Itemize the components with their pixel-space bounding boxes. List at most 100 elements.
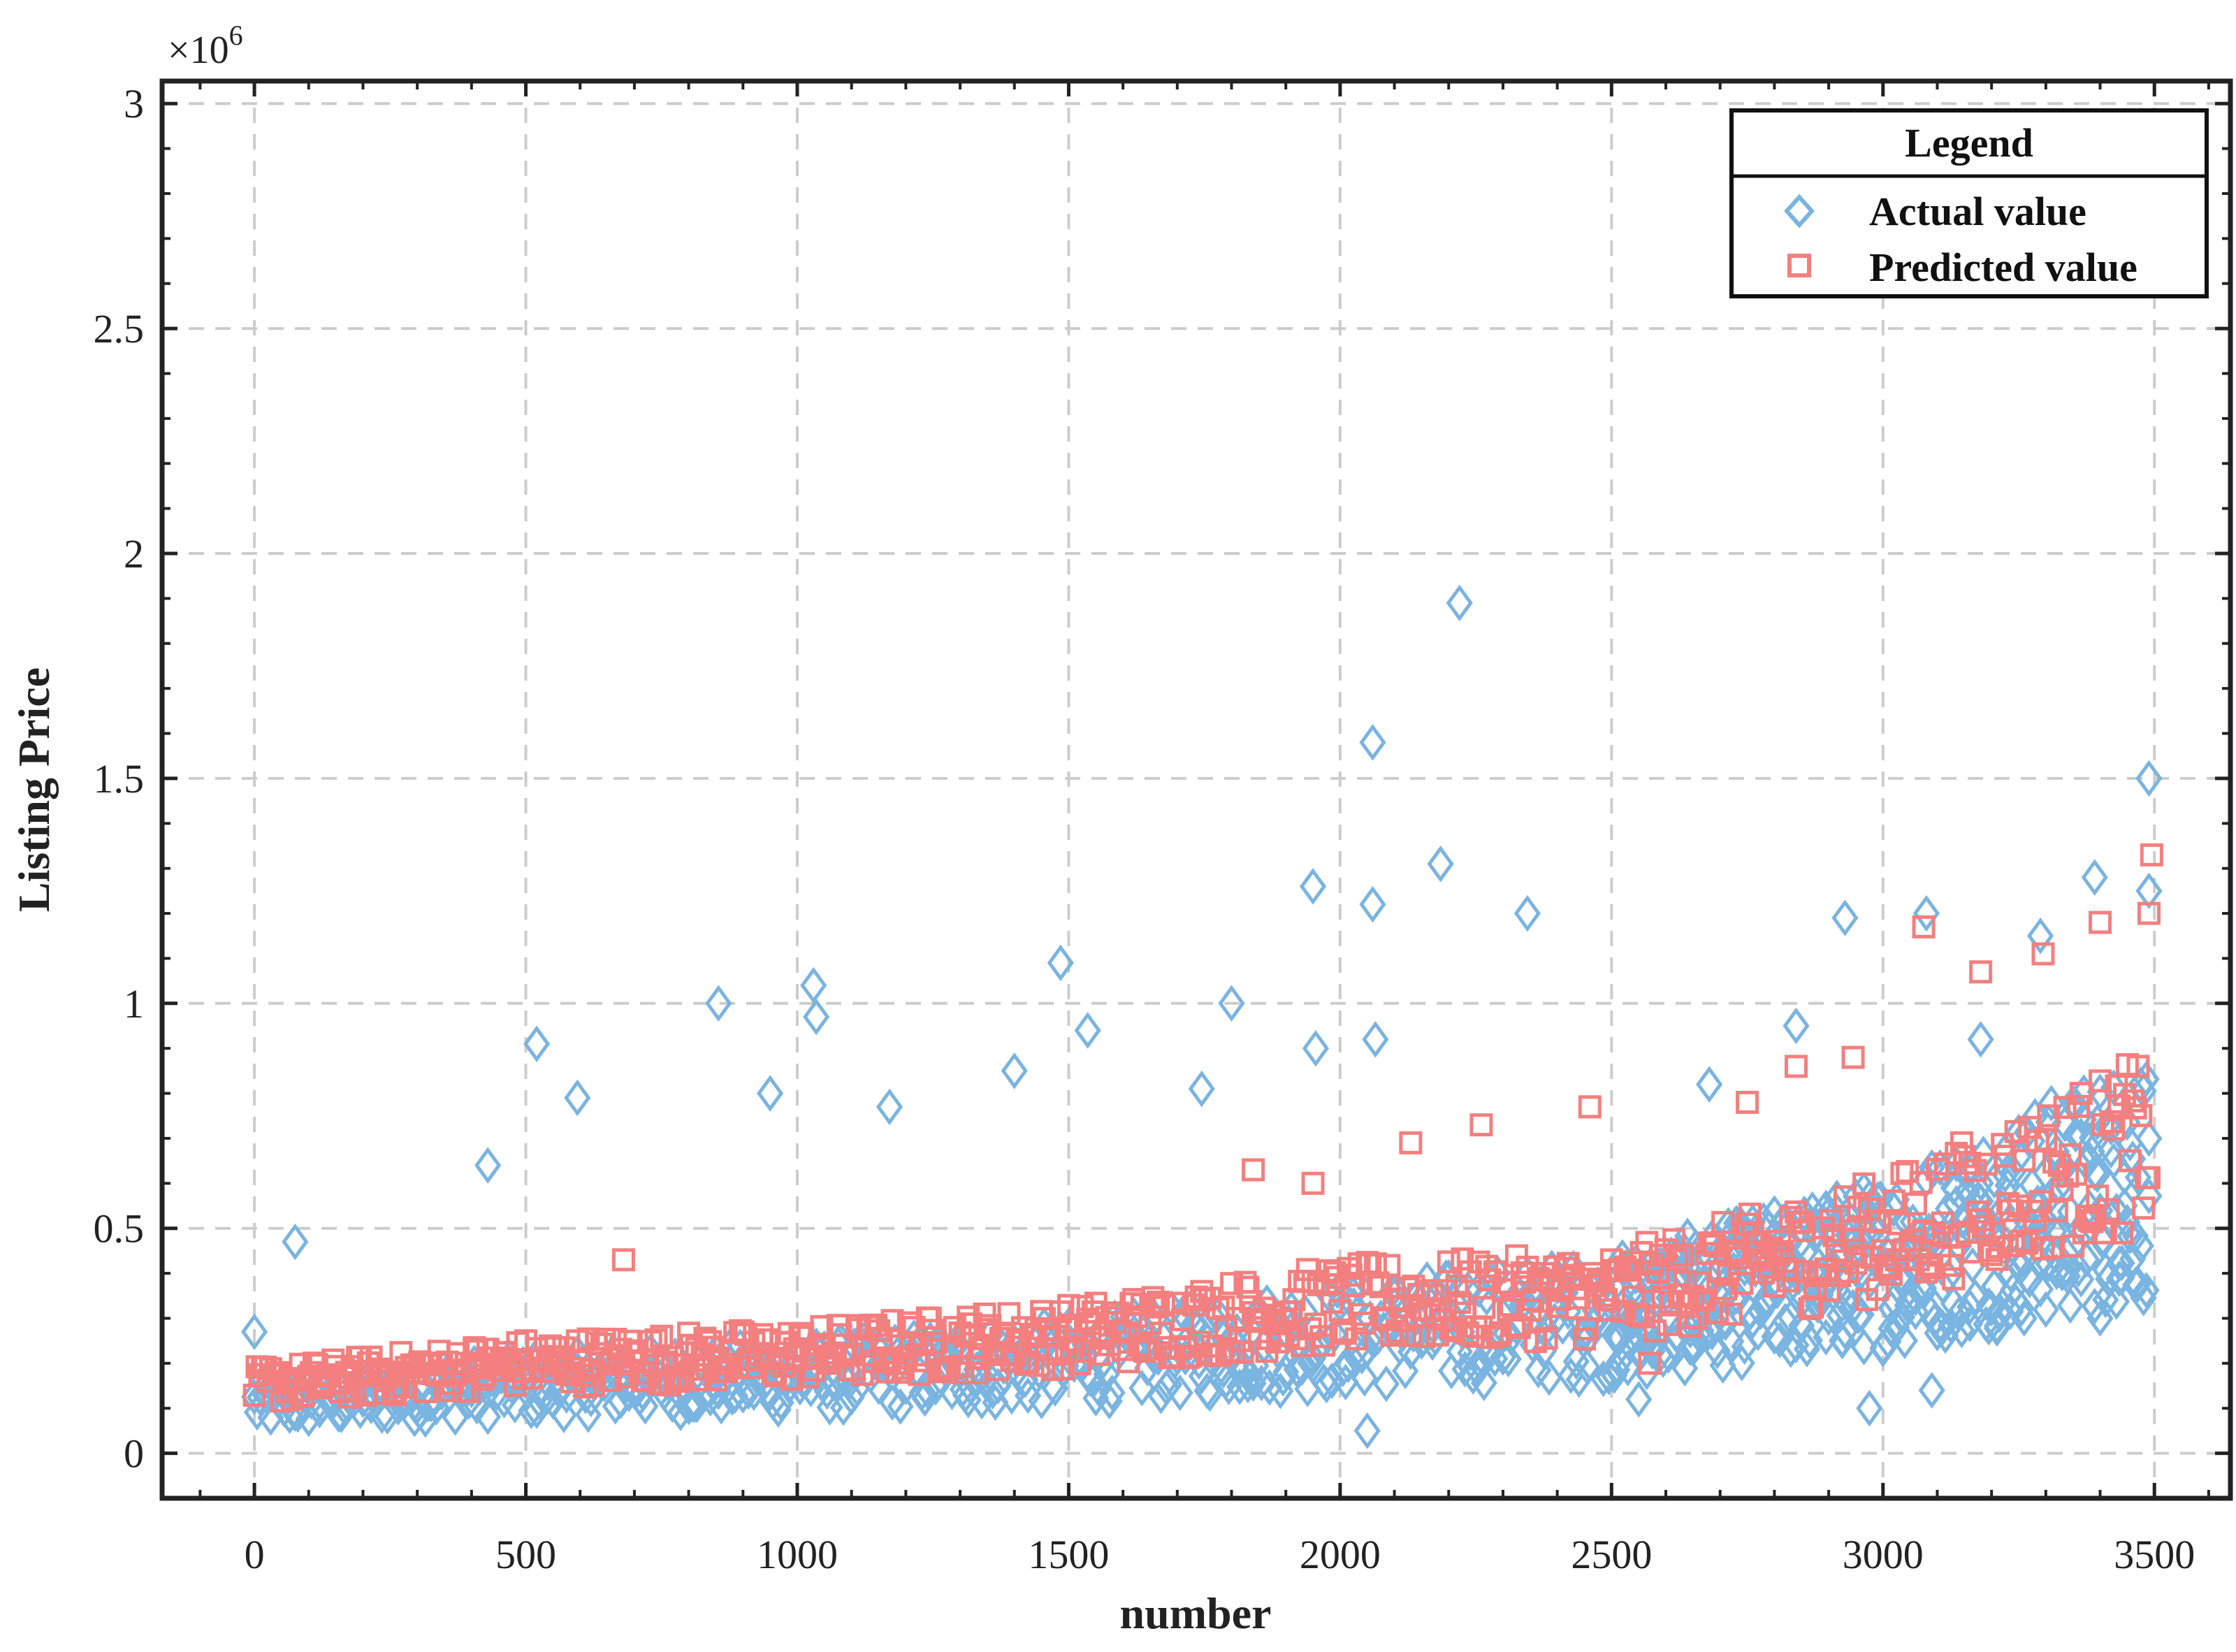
actual-value-point bbox=[2117, 1217, 2144, 1255]
predicted-value-point bbox=[1412, 1325, 1436, 1349]
predicted-value-point bbox=[1942, 1267, 1966, 1291]
actual-value-point bbox=[1427, 845, 1454, 883]
predicted-value-point bbox=[1706, 1300, 1729, 1324]
actual-value-point bbox=[501, 1386, 529, 1423]
predicted-value-point bbox=[1578, 1095, 1602, 1119]
actual-value-point bbox=[1696, 1066, 1723, 1103]
predicted-value-point bbox=[1057, 1294, 1080, 1317]
actual-value-point bbox=[2032, 1291, 2059, 1328]
predicted-value-point bbox=[1643, 1319, 1667, 1343]
predicted-value-point bbox=[2007, 1194, 2031, 1218]
actual-value-point bbox=[705, 985, 732, 1022]
predicted-value-point bbox=[1969, 1208, 1993, 1232]
actual-value-point bbox=[1771, 1303, 1799, 1340]
actual-value-point bbox=[1783, 1007, 1810, 1045]
predicted-value-point bbox=[1841, 1045, 1865, 1069]
predicted-value-point bbox=[1279, 1300, 1303, 1324]
actual-value-point bbox=[1829, 1322, 1856, 1360]
predicted-value-point bbox=[2096, 1198, 2120, 1222]
predicted-value-point bbox=[1782, 1259, 1806, 1282]
x-tick-label: 500 bbox=[495, 1532, 556, 1577]
actual-value-point bbox=[1470, 1364, 1497, 1402]
predicted-value-point bbox=[1534, 1326, 1558, 1350]
predicted-value-point bbox=[2137, 1166, 2161, 1189]
predicted-value-point bbox=[2012, 1148, 2036, 1172]
predicted-value-point bbox=[864, 1313, 888, 1337]
actual-value-point bbox=[694, 1370, 721, 1408]
predicted-value-point bbox=[1736, 1090, 1759, 1114]
actual-value-point bbox=[1712, 1304, 1739, 1342]
predicted-value-point bbox=[924, 1331, 948, 1354]
actual-value-point bbox=[734, 1373, 762, 1410]
actual-value-point bbox=[523, 1025, 551, 1063]
predicted-value-point bbox=[921, 1319, 945, 1342]
predicted-value-point bbox=[1988, 1236, 2012, 1259]
actual-value-point bbox=[2135, 1178, 2163, 1215]
predicted-value-point bbox=[1887, 1212, 1911, 1236]
actual-value-point bbox=[2084, 1103, 2111, 1140]
actual-value-point bbox=[2056, 1287, 2084, 1324]
y-tick-label: 2 bbox=[124, 531, 144, 577]
predicted-value-point bbox=[2004, 1120, 2028, 1143]
predicted-value-point bbox=[2129, 1103, 2153, 1127]
predicted-value-point bbox=[997, 1302, 1021, 1326]
predicted-value-point bbox=[1711, 1210, 1735, 1234]
legend-entry-predicted: Predicted value bbox=[1869, 245, 2137, 290]
actual-value-point bbox=[1462, 1349, 1490, 1386]
predicted-value-point bbox=[1879, 1263, 1903, 1287]
predicted-value-point bbox=[1966, 1200, 1990, 1224]
actual-value-point bbox=[1961, 1278, 1989, 1316]
y-tick-label: 1.5 bbox=[94, 756, 145, 802]
y-axis-multiplier: ×106 bbox=[168, 20, 243, 72]
predicted-value-point bbox=[2140, 843, 2163, 867]
actual-value-point bbox=[1986, 1296, 2013, 1333]
y-tick-label: 1 bbox=[124, 981, 144, 1027]
predicted-value-point bbox=[918, 1307, 942, 1331]
actual-value-point bbox=[1891, 1322, 1918, 1359]
predicted-value-point bbox=[1985, 1247, 2009, 1271]
actual-value-point bbox=[1345, 1267, 1373, 1305]
actual-value-point bbox=[1918, 1372, 1945, 1409]
x-tick-label: 0 bbox=[245, 1532, 265, 1577]
actual-value-point bbox=[1513, 894, 1541, 932]
predicted-value-point bbox=[611, 1248, 635, 1272]
actual-value-point bbox=[1991, 1156, 2019, 1194]
actual-value-point bbox=[2016, 1261, 2043, 1298]
actual-value-point bbox=[1997, 1293, 2024, 1331]
actual-value-point bbox=[813, 1372, 841, 1410]
actual-value-point bbox=[1878, 1310, 1905, 1347]
predicted-value-point bbox=[2031, 942, 2055, 966]
predicted-value-point bbox=[1727, 1246, 1751, 1270]
predicted-value-point bbox=[644, 1328, 668, 1352]
predicted-value-point bbox=[1991, 1133, 2014, 1157]
actual-value-point bbox=[1302, 1029, 1330, 1067]
predicted-value-point bbox=[2066, 1094, 2090, 1118]
actual-value-point bbox=[534, 1378, 561, 1415]
predicted-value-point bbox=[1939, 1254, 1963, 1277]
actual-value-point bbox=[1823, 1180, 1850, 1217]
predicted-value-point bbox=[1111, 1338, 1135, 1361]
predicted-value-point bbox=[1844, 1252, 1868, 1275]
actual-value-point bbox=[800, 966, 827, 1004]
actual-value-point bbox=[1495, 1340, 1522, 1378]
y-axis-title: Listing Price bbox=[9, 667, 59, 912]
actual-value-point bbox=[1047, 944, 1074, 982]
predicted-value-point bbox=[1638, 1352, 1662, 1375]
predicted-value-point bbox=[1613, 1255, 1637, 1279]
predicted-value-point bbox=[1469, 1113, 1493, 1137]
actual-value-point bbox=[632, 1388, 659, 1425]
predicted-value-point bbox=[1236, 1275, 1260, 1299]
actual-value-point bbox=[1098, 1374, 1126, 1412]
actual-value-point bbox=[1329, 1350, 1356, 1388]
predicted-value-point bbox=[2050, 1178, 2074, 1202]
actual-value-point bbox=[1166, 1374, 1193, 1412]
actual-value-point bbox=[1902, 1279, 1929, 1317]
actual-value-point bbox=[1912, 894, 1940, 932]
y-tick-label: 2.5 bbox=[94, 306, 145, 352]
predicted-value-point bbox=[1312, 1333, 1336, 1357]
actual-value-point bbox=[838, 1379, 865, 1416]
x-axis-title: number bbox=[1120, 1588, 1272, 1638]
actual-value-point bbox=[1636, 1316, 1663, 1354]
actual-value-point bbox=[1945, 1296, 1973, 1333]
